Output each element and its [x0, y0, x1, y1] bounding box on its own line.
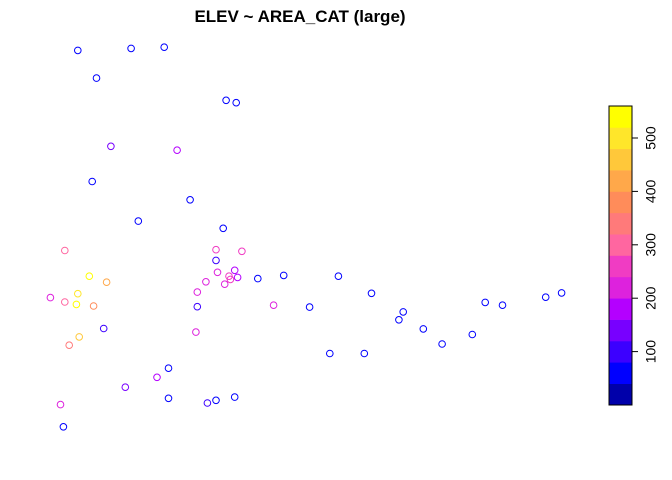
data-point [46, 293, 55, 302]
data-point [367, 289, 376, 298]
colorbar-tick-label: 500 [643, 126, 659, 150]
data-point [193, 288, 202, 296]
data-point [72, 300, 81, 309]
data-point [212, 245, 220, 254]
colorbar-swatch [609, 148, 632, 171]
data-point [85, 272, 94, 281]
data-point [219, 224, 227, 233]
data-point [395, 316, 403, 324]
colorbar-tick-label: 100 [643, 340, 659, 364]
data-point [202, 278, 210, 286]
colorbar-swatch [609, 234, 632, 256]
data-point [65, 341, 73, 350]
data-point [61, 298, 69, 306]
colorbar-tick-label: 400 [643, 180, 659, 204]
data-point [541, 293, 550, 302]
data-point [203, 399, 212, 407]
data-point [360, 349, 369, 358]
colorbar-swatch [609, 340, 632, 363]
data-point [192, 328, 200, 336]
data-point [212, 256, 220, 265]
data-point [253, 274, 262, 283]
data-point [121, 383, 130, 392]
data-point [399, 308, 408, 316]
data-point [59, 423, 68, 431]
data-point [269, 301, 278, 310]
colorbar-swatch [609, 255, 632, 278]
chart-title: ELEV ~ AREA_CAT (large) [194, 7, 405, 26]
data-point [222, 96, 230, 105]
data-point [233, 273, 242, 282]
data-point [160, 43, 168, 52]
data-point [186, 196, 194, 204]
data-point [557, 289, 566, 297]
colorbar-swatch [609, 127, 632, 150]
data-point [305, 303, 314, 311]
colorbar-swatch [609, 276, 632, 299]
data-point [102, 278, 111, 287]
points-layer [46, 43, 566, 431]
colorbar-swatch [609, 212, 632, 235]
data-point [326, 349, 334, 358]
data-point [334, 272, 343, 281]
colorbar-swatch [609, 170, 632, 192]
data-point [498, 301, 507, 310]
data-point [230, 393, 239, 401]
colorbar-swatch [609, 383, 632, 406]
data-point [75, 333, 83, 341]
data-point [164, 394, 173, 403]
data-point [74, 46, 82, 55]
colorbar-frame [608, 105, 633, 406]
colorbar-swatch [609, 362, 632, 384]
data-point [164, 364, 173, 373]
colorbar-swatch [609, 106, 632, 128]
data-point [74, 289, 82, 298]
colorbar-swatch [609, 191, 632, 214]
data-point [220, 280, 229, 289]
data-point [438, 340, 446, 348]
data-point [226, 275, 235, 284]
data-point [56, 400, 65, 409]
colorbar-swatch [609, 319, 632, 342]
colorbar-legend: 100 200 300 400 500 [608, 105, 659, 406]
data-point [61, 246, 69, 255]
data-point [134, 217, 143, 225]
data-point [193, 302, 202, 311]
colorbar-tick-label: 300 [643, 233, 659, 257]
data-point [481, 298, 490, 307]
data-point [89, 302, 98, 310]
data-point [468, 330, 477, 339]
colorbar-swatch [609, 298, 632, 320]
data-point [153, 373, 161, 382]
data-point [419, 325, 428, 333]
data-point [212, 396, 220, 405]
data-point [92, 74, 101, 82]
data-point [238, 247, 246, 256]
data-point [213, 268, 222, 277]
data-point [230, 266, 239, 275]
data-point [173, 146, 181, 154]
data-point [99, 324, 108, 333]
data-point [232, 98, 240, 107]
data-point [279, 271, 288, 280]
data-point [107, 142, 115, 151]
data-point [88, 177, 96, 186]
colorbar-tick-label: 200 [643, 286, 659, 310]
data-point [127, 44, 135, 53]
